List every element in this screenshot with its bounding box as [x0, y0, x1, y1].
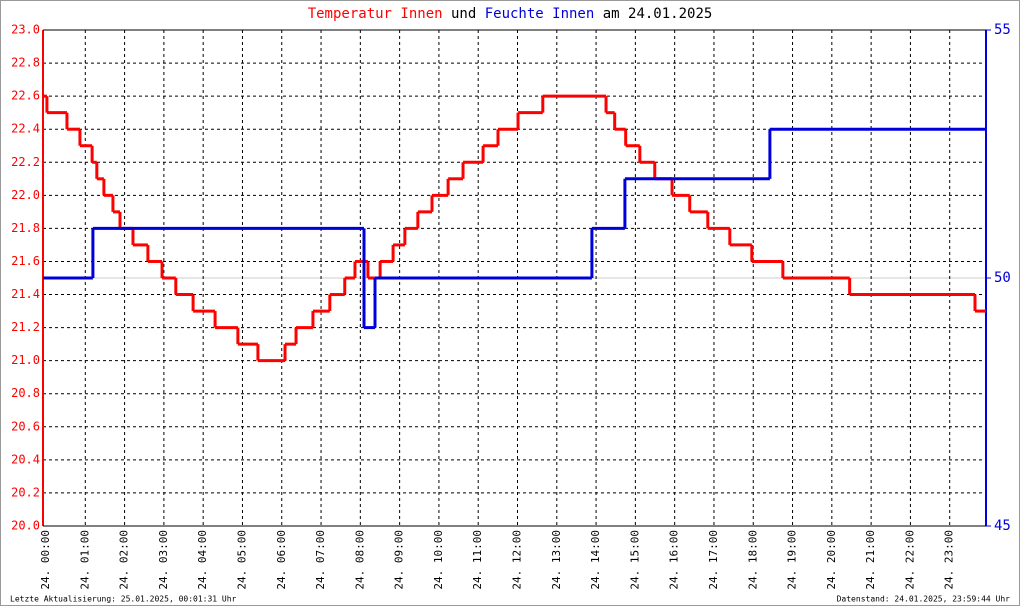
y-tick-label: 22.6: [11, 89, 40, 103]
y-tick-label: 21.0: [11, 353, 40, 367]
title-part: Feuchte Innen: [485, 6, 595, 22]
x-tick-label: 24. 08:00: [353, 530, 366, 590]
x-tick-label: 24. 14:00: [589, 530, 602, 590]
y-tick-label: 22.8: [11, 56, 40, 70]
y-tick-label: 20.0: [11, 519, 40, 533]
y2-tick-label: 55: [994, 22, 1011, 38]
y-tick-label: 20.4: [11, 452, 40, 466]
x-tick-label: 24. 05:00: [235, 530, 248, 590]
x-tick-label: 24. 10:00: [432, 530, 445, 590]
x-tick-label: 24. 02:00: [118, 530, 131, 590]
y-tick-label: 20.2: [11, 485, 40, 499]
x-tick-label: 24. 09:00: [393, 530, 406, 590]
x-tick-label: 24. 22:00: [903, 530, 916, 590]
x-tick-label: 24. 13:00: [550, 530, 563, 590]
y2-tick-label: 45: [994, 518, 1011, 534]
footer-right: Datenstand: 24.01.2025, 23:59:44 Uhr: [837, 595, 1011, 604]
x-tick-label: 24. 23:00: [943, 530, 956, 590]
x-tick-label: 24. 07:00: [314, 530, 327, 590]
x-tick-label: 24. 15:00: [628, 530, 641, 590]
chart-title: Temperatur Innen und Feuchte Innen am 24…: [308, 6, 713, 22]
footer-left: Letzte Aktualisierung: 25.01.2025, 00:01…: [10, 595, 237, 604]
x-tick-label: 24. 12:00: [511, 530, 524, 590]
x-tick-label: 24. 20:00: [825, 530, 838, 590]
x-tick-label: 24. 11:00: [471, 530, 484, 590]
y-tick-label: 22.2: [11, 155, 40, 169]
y-tick-label: 20.8: [11, 386, 40, 400]
y-tick-label: 22.4: [11, 122, 40, 136]
y-tick-label: 21.4: [11, 287, 40, 301]
y-tick-label: 21.8: [11, 221, 40, 235]
y-tick-label: 20.6: [11, 419, 40, 433]
x-tick-label: 24. 01:00: [78, 530, 91, 590]
y-tick-label: 22.0: [11, 188, 40, 202]
x-tick-label: 24. 16:00: [668, 530, 681, 590]
x-tick-label: 24. 18:00: [746, 530, 759, 590]
x-tick-label: 24. 03:00: [157, 530, 170, 590]
x-tick-label: 24. 06:00: [275, 530, 288, 590]
x-tick-label: 24. 04:00: [196, 530, 209, 590]
title-part: Temperatur Innen: [308, 6, 443, 22]
x-tick-label: 24. 17:00: [707, 530, 720, 590]
title-part: am 24.01.2025: [603, 6, 713, 22]
y-tick-label: 23.0: [11, 23, 40, 37]
y2-tick-label: 50: [994, 270, 1011, 286]
x-tick-label: 24. 19:00: [786, 530, 799, 590]
x-tick-label: 24. 21:00: [864, 530, 877, 590]
x-tick-label: 24. 00:00: [39, 530, 52, 590]
title-part: und: [451, 6, 476, 22]
y-tick-label: 21.2: [11, 320, 40, 334]
y-tick-label: 21.6: [11, 254, 40, 268]
